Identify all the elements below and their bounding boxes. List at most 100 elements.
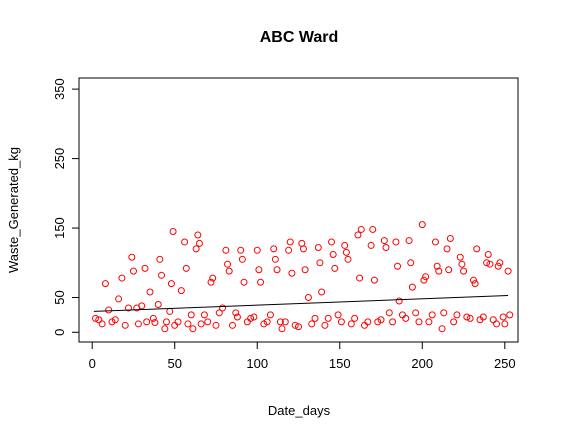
point	[215, 309, 223, 317]
fit-line	[93, 294, 509, 312]
point	[354, 231, 362, 239]
point	[182, 264, 190, 272]
point	[288, 269, 296, 277]
point	[156, 255, 164, 263]
chart-title: ABC Ward	[260, 29, 339, 46]
point	[357, 225, 365, 233]
x-tick-label: 0	[89, 356, 96, 371]
point	[494, 262, 502, 270]
point	[408, 283, 416, 291]
y-tick-label: 150	[52, 217, 67, 239]
point	[367, 241, 375, 249]
point	[228, 321, 236, 329]
point	[129, 267, 137, 275]
point	[138, 302, 146, 310]
point	[222, 246, 230, 254]
point	[266, 311, 274, 319]
point	[278, 325, 286, 333]
point	[225, 267, 233, 275]
point	[195, 239, 203, 247]
point	[364, 318, 372, 326]
point	[479, 313, 487, 321]
point	[111, 316, 119, 324]
point	[95, 316, 103, 324]
point	[469, 276, 477, 284]
x-tick-label: 50	[167, 356, 181, 371]
point	[351, 314, 359, 322]
point	[456, 253, 464, 261]
point	[154, 300, 162, 308]
point	[450, 318, 458, 326]
point	[440, 309, 448, 317]
point	[263, 318, 271, 326]
point	[395, 297, 403, 305]
point	[420, 276, 428, 284]
point	[162, 318, 170, 326]
point	[316, 259, 324, 267]
point	[328, 238, 336, 246]
y-tick-label: 250	[52, 148, 67, 170]
point	[233, 313, 241, 321]
point	[382, 244, 390, 252]
point	[115, 295, 123, 303]
point	[118, 274, 126, 282]
point	[177, 287, 185, 295]
point	[299, 245, 307, 253]
point	[369, 225, 377, 233]
point	[121, 321, 129, 329]
point	[318, 288, 326, 296]
point	[341, 241, 349, 249]
point	[385, 309, 393, 317]
point	[187, 311, 195, 319]
point	[291, 321, 299, 329]
point	[181, 238, 189, 246]
point	[433, 262, 441, 270]
point	[141, 264, 149, 272]
point	[255, 266, 263, 274]
point	[128, 253, 136, 261]
point	[212, 321, 220, 329]
point	[237, 246, 245, 254]
point	[174, 318, 182, 326]
point	[501, 320, 509, 328]
point	[466, 314, 474, 322]
point	[337, 318, 345, 326]
point	[184, 320, 192, 328]
point	[189, 325, 197, 333]
point	[493, 320, 501, 328]
point	[240, 278, 248, 286]
point	[192, 245, 200, 253]
point	[247, 314, 255, 322]
point	[438, 325, 446, 333]
point	[321, 321, 329, 329]
point	[314, 244, 322, 252]
point	[402, 314, 410, 322]
point	[295, 323, 302, 331]
point	[257, 278, 265, 286]
point	[453, 311, 461, 319]
point	[253, 246, 261, 254]
point	[169, 228, 177, 236]
point	[232, 309, 240, 317]
point	[428, 311, 436, 319]
x-tick-label: 150	[329, 356, 351, 371]
point	[422, 273, 430, 281]
point	[92, 314, 100, 322]
point	[405, 237, 413, 245]
point	[412, 309, 420, 317]
point	[460, 267, 468, 275]
point	[151, 319, 159, 327]
point	[473, 245, 481, 253]
point	[271, 255, 279, 263]
point	[342, 248, 350, 256]
point	[484, 250, 492, 258]
point	[499, 313, 507, 321]
point	[324, 314, 332, 322]
y-tick-label: 0	[52, 329, 67, 336]
point	[161, 325, 169, 333]
point	[276, 318, 284, 326]
point	[250, 313, 258, 321]
point	[356, 274, 364, 282]
y-tick-label: 50	[52, 290, 67, 304]
point	[125, 304, 133, 312]
